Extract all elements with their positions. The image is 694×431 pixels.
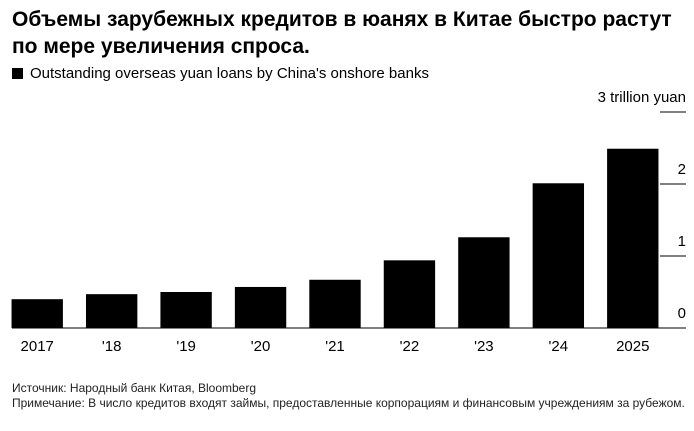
x-tick-label: '20	[251, 338, 271, 355]
x-tick-label: '21	[325, 338, 345, 355]
chart: 0 1 2 3 trillion yuan 2017 '18 '19 '20 '21 '22 '23…	[11, 89, 686, 355]
bar	[160, 292, 212, 328]
x-tick-label: '22	[400, 338, 420, 355]
chart-title: Объемы зарубежных кредитов в юанях в Кит…	[12, 8, 672, 58]
note: Примечание: В число кредитов входят займ…	[12, 396, 685, 410]
bar	[11, 299, 63, 328]
x-tick-label: 2025	[616, 338, 649, 355]
x-tick-label: '24	[549, 338, 569, 355]
legend-label: Outstanding overseas yuan loans by China…	[30, 65, 429, 82]
x-tick-label: '23	[474, 338, 494, 355]
bar	[607, 148, 659, 328]
bar	[458, 237, 510, 328]
bar	[234, 286, 287, 328]
footer: Источник: Народный банк Китая, Bloomberg…	[12, 381, 692, 411]
bar	[85, 294, 138, 328]
legend-swatch	[12, 68, 23, 79]
y-tick-label: 2	[678, 161, 686, 178]
x-tick-label: '18	[102, 338, 122, 355]
legend: Outstanding overseas yuan loans by China…	[12, 65, 429, 82]
y-tick-label: 0	[678, 305, 686, 322]
bar	[309, 279, 361, 328]
y-tick-label: 3 trillion yuan	[598, 89, 686, 106]
bar	[383, 260, 436, 328]
x-tick-label: '19	[176, 338, 196, 355]
x-tick-label: 2017	[21, 338, 54, 355]
source: Источник: Народный банк Китая, Bloomberg	[12, 381, 257, 395]
y-tick-label: 1	[678, 233, 686, 250]
bar	[532, 183, 585, 328]
